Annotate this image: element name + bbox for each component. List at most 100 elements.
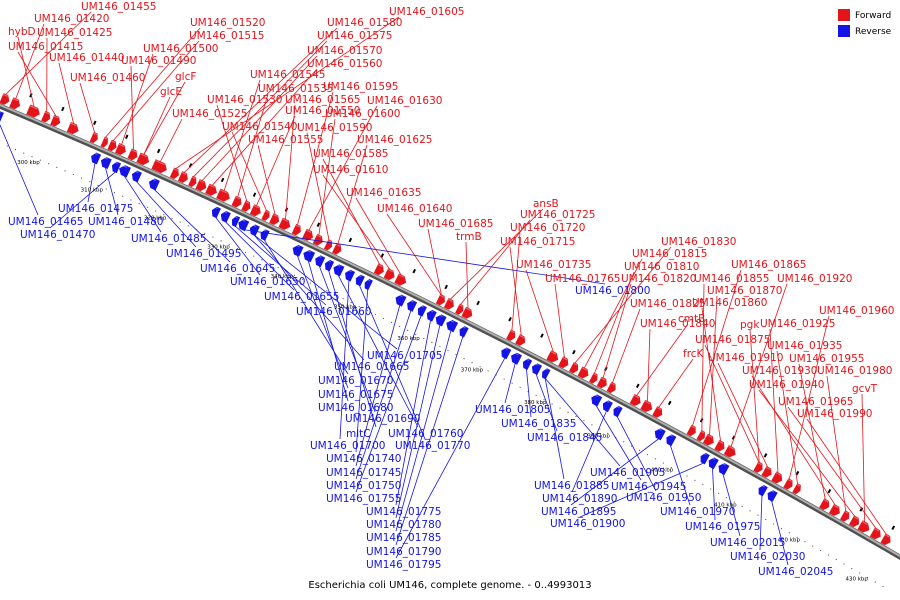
forward-leader	[459, 219, 531, 305]
forward-gene	[41, 110, 51, 123]
reverse-gene-label: UM146_02015	[710, 537, 785, 549]
reverse-leader	[771, 500, 789, 566]
forward-leader	[611, 308, 641, 384]
forward-gene	[629, 394, 641, 407]
forward-leader	[788, 315, 830, 480]
reverse-gene-label: UM146_01475	[58, 203, 133, 215]
marker-tick	[891, 525, 896, 530]
tick-label: 420 kbp	[778, 538, 801, 544]
reverse-gene-label: UM146_01780	[366, 519, 441, 531]
reverse-gene-label: UM146_02030	[730, 551, 805, 563]
forward-gene	[302, 228, 314, 241]
forward-gene-label: UM146_01940	[749, 379, 824, 391]
forward-leader	[701, 283, 705, 432]
forward-gene	[100, 136, 108, 148]
forward-leader	[322, 158, 381, 266]
reverse-leader	[722, 473, 741, 537]
forward-gene-label: UM146_01555	[248, 134, 323, 146]
reverse-leader	[253, 234, 398, 350]
reverse-gene-label: UM146_01795	[366, 559, 441, 571]
forward-leader	[511, 232, 521, 331]
forward-gene	[383, 268, 395, 281]
feature-tracks	[0, 93, 900, 590]
reverse-gene-label: UM146_02045	[758, 566, 833, 578]
forward-gene-label: UM146_01610	[313, 164, 388, 176]
reverse-gene	[292, 243, 304, 257]
forward-leader	[17, 36, 35, 107]
forward-leader	[776, 350, 799, 485]
reverse-gene-label: UM146_01845	[527, 432, 602, 444]
reverse-gene-label: UM146_01465	[8, 216, 83, 228]
reverse-gene	[211, 206, 221, 219]
forward-gene	[26, 104, 40, 118]
forward-leader	[17, 51, 57, 117]
forward-leader	[758, 389, 856, 518]
forward-gene-label: UM146_01630	[367, 95, 442, 107]
reverse-gene	[459, 325, 469, 338]
forward-gene	[323, 239, 333, 251]
reverse-gene-label: UM146_01675	[318, 389, 393, 401]
marker-tick	[93, 120, 97, 126]
forward-leader	[769, 328, 779, 474]
reverse-leader	[395, 324, 441, 519]
label-leaders	[0, 11, 888, 566]
forward-gene	[783, 478, 793, 490]
forward-gene-label: UM146_01960	[819, 305, 894, 317]
reverse-leader	[595, 404, 642, 481]
forward-gene	[546, 350, 559, 363]
tick-label: 400 kbp	[651, 468, 674, 474]
forward-gene-label: UM146_01600	[325, 108, 400, 120]
reverse-leader	[307, 260, 349, 402]
marker-tick	[795, 470, 800, 476]
reverse-gene-label: UM146_01760	[388, 428, 463, 440]
forward-gene	[606, 381, 616, 394]
reverse-leader	[224, 220, 295, 291]
forward-gene	[558, 356, 569, 369]
forward-gene-label: UM146_01530	[207, 94, 282, 106]
marker-tick	[380, 253, 385, 258]
reverse-gene-label: UM146_01770	[395, 440, 470, 452]
reverse-gene	[446, 318, 459, 333]
forward-gene	[241, 200, 251, 212]
reverse-gene-label: UM146_01670	[318, 375, 393, 387]
marker-tick	[61, 106, 65, 112]
forward-gene	[857, 520, 870, 533]
forward-gene-label: UM146_01575	[317, 30, 392, 42]
forward-gene	[792, 483, 801, 495]
forward-gene-label: UM146_01440	[49, 52, 124, 64]
reverse-gene	[591, 393, 603, 407]
reverse-leader	[215, 216, 261, 276]
marker-tick	[827, 488, 832, 494]
forward-gene-label: UM146_01860	[692, 297, 767, 309]
forward-gene	[177, 171, 188, 183]
reverse-gene-label: UM146_01895	[541, 506, 616, 518]
tick-label: 370 kbp	[461, 368, 484, 374]
forward-gene	[188, 175, 197, 188]
forward-gene-label: UM146_01605	[389, 6, 464, 18]
forward-leader	[593, 271, 635, 374]
marker-tick	[572, 349, 576, 355]
reverse-gene	[100, 156, 112, 170]
forward-gene	[771, 471, 783, 484]
forward-leader	[318, 118, 336, 236]
forward-gene-label: glcE	[160, 86, 182, 98]
reverse-gene	[333, 263, 345, 277]
forward-gene	[506, 329, 516, 341]
reverse-leader	[669, 444, 691, 506]
forward-leader	[257, 144, 276, 215]
reverse-gene	[111, 161, 122, 174]
forward-gene	[761, 465, 772, 478]
forward-gene	[136, 152, 150, 166]
forward-gene	[714, 439, 725, 452]
reverse-leader	[395, 319, 432, 506]
reverse-gene-label: UM146_01655	[264, 291, 339, 303]
forward-leader	[15, 23, 45, 100]
marker-tick	[508, 316, 512, 322]
reverse-gene	[700, 452, 710, 465]
forward-leader	[798, 363, 826, 501]
forward-gene-label: UM146_01955	[789, 353, 864, 365]
forward-gene-label: UM146_01580	[327, 17, 402, 29]
reverse-gene-label: UM146_01650	[230, 276, 305, 288]
forward-gene	[269, 213, 280, 225]
forward-leader	[509, 246, 522, 336]
